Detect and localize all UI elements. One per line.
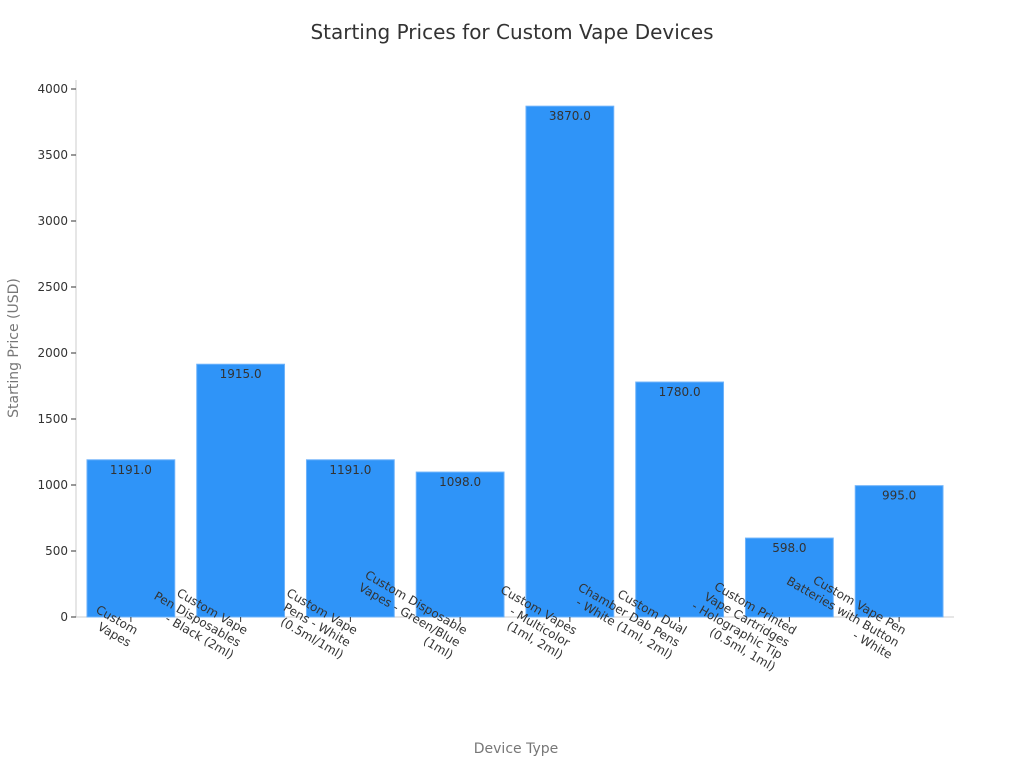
bar <box>86 459 176 618</box>
bar-value-label: 3870.0 <box>549 109 591 123</box>
bar <box>525 105 615 618</box>
bar <box>196 363 286 618</box>
y-tick-label: 1000 <box>37 478 68 492</box>
bar-value-label: 1780.0 <box>659 385 701 399</box>
y-tick-label: 0 <box>60 610 68 624</box>
chart-title: Starting Prices for Custom Vape Devices <box>310 20 714 44</box>
y-tick-label: 3500 <box>37 148 68 162</box>
bar-value-label: 1915.0 <box>220 367 262 381</box>
bar-value-label: 598.0 <box>772 541 806 555</box>
bar-value-label: 1098.0 <box>439 475 481 489</box>
x-axis-label: Device Type <box>473 741 559 757</box>
bar <box>854 485 944 618</box>
y-tick-label: 1500 <box>37 412 68 426</box>
bar-value-label: 1191.0 <box>110 463 152 477</box>
bar <box>305 459 395 618</box>
bar <box>415 471 505 618</box>
y-tick-label: 3000 <box>37 214 68 228</box>
bar <box>744 537 834 618</box>
y-tick-label: 500 <box>45 544 68 558</box>
bar <box>635 381 725 618</box>
y-tick-label: 2000 <box>37 346 68 360</box>
bar-value-label: 1191.0 <box>329 463 371 477</box>
bar-value-label: 995.0 <box>882 489 916 503</box>
y-tick-label: 2500 <box>37 280 68 294</box>
y-tick-label: 4000 <box>37 82 68 96</box>
